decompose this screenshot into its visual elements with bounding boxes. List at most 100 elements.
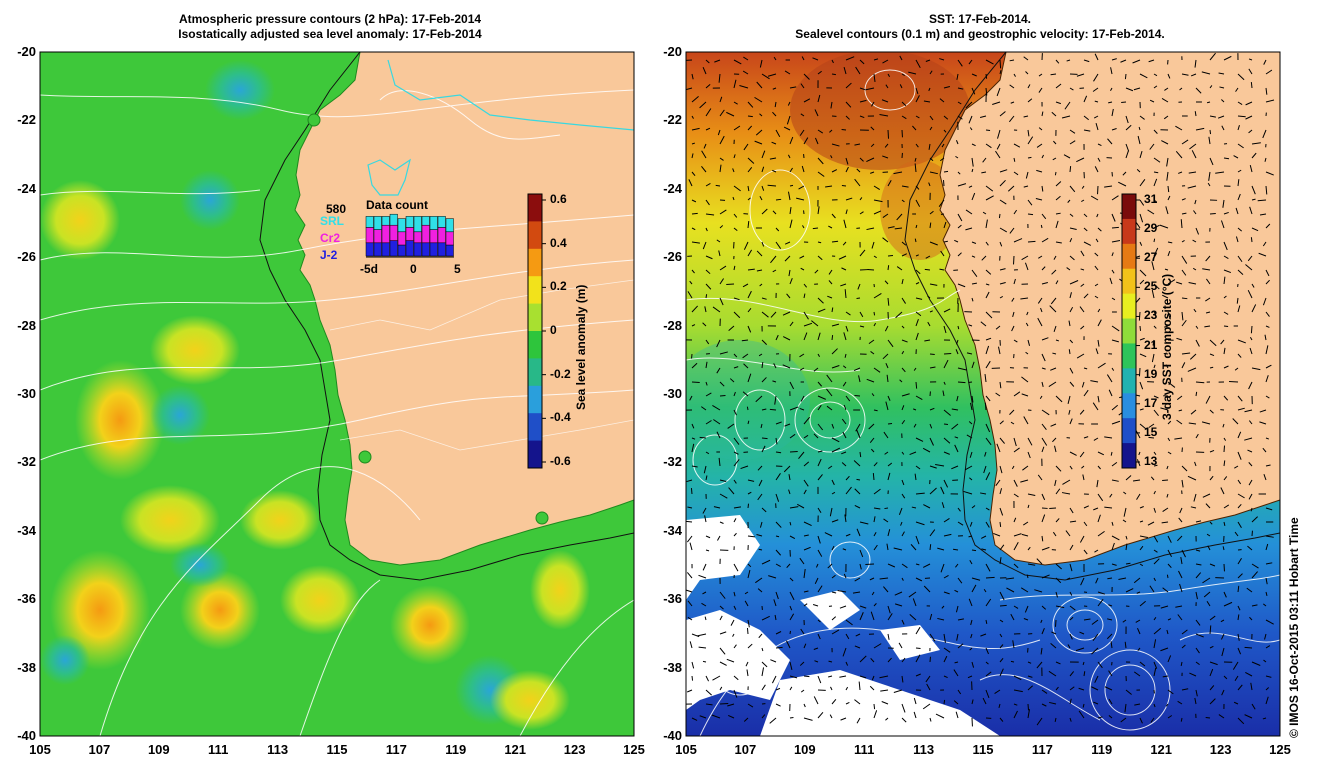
velocity-vector xyxy=(698,646,707,649)
velocity-vector xyxy=(985,521,990,528)
inset-sat-srl: SRL xyxy=(320,214,344,228)
velocity-vector xyxy=(803,603,808,607)
velocity-vector xyxy=(755,395,763,403)
velocity-vector xyxy=(703,143,707,149)
velocity-vector xyxy=(719,96,723,103)
velocity-vector xyxy=(1151,353,1155,363)
velocity-vector xyxy=(1153,171,1159,174)
velocity-vector xyxy=(1040,647,1043,655)
velocity-vector xyxy=(963,490,973,495)
velocity-vector xyxy=(915,297,923,300)
velocity-vector xyxy=(1134,703,1141,706)
velocity-vector xyxy=(1081,465,1085,469)
velocity-vector xyxy=(702,660,707,663)
velocity-vector xyxy=(971,577,981,581)
velocity-vector xyxy=(759,283,763,287)
velocity-vector xyxy=(1111,339,1119,343)
velocity-vector xyxy=(1209,52,1216,61)
velocity-vector xyxy=(1221,689,1225,696)
velocity-vector xyxy=(1041,628,1045,635)
velocity-vector xyxy=(859,521,869,525)
velocity-vector xyxy=(1061,115,1071,119)
velocity-vector xyxy=(691,423,695,429)
velocity-vector xyxy=(747,157,755,164)
colorbar-tick-label: 19 xyxy=(1144,366,1158,381)
velocity-vector xyxy=(803,717,813,721)
velocity-vector xyxy=(828,269,833,275)
velocity-vector xyxy=(775,421,782,425)
velocity-vector xyxy=(1083,241,1092,246)
velocity-vector xyxy=(733,563,739,572)
velocity-vector xyxy=(1181,73,1189,76)
velocity-vector xyxy=(859,197,863,201)
velocity-vector xyxy=(1222,546,1225,551)
velocity-vector xyxy=(1083,671,1086,677)
inset-bar-segment xyxy=(373,229,382,244)
velocity-vector xyxy=(1153,178,1158,187)
velocity-vector xyxy=(1265,325,1270,328)
velocity-vector xyxy=(1153,549,1158,553)
velocity-vector xyxy=(968,598,973,607)
velocity-vector xyxy=(887,472,891,481)
velocity-vector xyxy=(856,429,861,439)
velocity-vector xyxy=(999,420,1004,425)
velocity-vector xyxy=(1026,311,1029,316)
velocity-vector xyxy=(1069,237,1073,243)
velocity-vector xyxy=(1209,449,1215,453)
velocity-vector xyxy=(826,388,833,397)
velocity-vector xyxy=(705,59,710,64)
velocity-vector xyxy=(1262,241,1267,247)
velocity-vector xyxy=(1209,645,1214,649)
velocity-vector xyxy=(1265,507,1273,511)
velocity-vector xyxy=(719,164,722,173)
colorbar-tick-label: -0.2 xyxy=(550,366,571,381)
velocity-vector xyxy=(983,588,987,593)
velocity-vector xyxy=(1223,521,1226,526)
velocity-vector xyxy=(1020,587,1029,593)
velocity-vector xyxy=(1237,339,1246,344)
velocity-vector xyxy=(1237,143,1244,149)
inset-xtick-start: -5d xyxy=(360,262,378,276)
velocity-vector xyxy=(1194,199,1197,205)
lon-tick-label: 123 xyxy=(1209,742,1232,757)
velocity-vector xyxy=(1027,240,1036,243)
velocity-vector xyxy=(1153,364,1156,369)
velocity-vector xyxy=(1222,423,1225,428)
velocity-vector xyxy=(873,185,880,191)
velocity-vector xyxy=(799,407,805,411)
velocity-vector xyxy=(1067,395,1071,405)
velocity-vector xyxy=(1162,587,1169,593)
velocity-vector xyxy=(813,367,819,372)
velocity-vector xyxy=(1175,125,1183,131)
velocity-vector xyxy=(1041,605,1047,610)
velocity-vector xyxy=(815,563,819,568)
velocity-vector xyxy=(1181,212,1187,215)
velocity-vector xyxy=(1136,591,1141,594)
velocity-vector xyxy=(767,73,777,77)
velocity-vector xyxy=(1013,157,1016,162)
velocity-vector xyxy=(1080,325,1085,330)
velocity-vector xyxy=(803,590,809,593)
velocity-vector xyxy=(812,604,819,607)
velocity-vector xyxy=(1107,138,1113,145)
inset-bar-segment xyxy=(445,218,454,233)
velocity-vector xyxy=(985,423,991,433)
velocity-vector xyxy=(929,717,932,722)
colorbar-frame xyxy=(1121,193,1137,469)
velocity-vector xyxy=(1167,311,1171,320)
velocity-vector xyxy=(1165,703,1169,707)
velocity-vector xyxy=(1050,367,1057,371)
velocity-vector xyxy=(1207,545,1211,551)
velocity-vector xyxy=(773,56,777,61)
velocity-vector xyxy=(1093,115,1099,119)
velocity-vector xyxy=(856,528,861,537)
velocity-vector xyxy=(691,73,694,80)
velocity-vector xyxy=(1125,689,1132,695)
velocity-vector xyxy=(887,422,893,425)
velocity-vector xyxy=(831,479,835,486)
velocity-vector xyxy=(1150,717,1155,723)
velocity-vector xyxy=(915,318,919,327)
velocity-vector xyxy=(1177,700,1183,705)
velocity-vector xyxy=(1139,279,1145,285)
velocity-vector xyxy=(1068,349,1071,355)
